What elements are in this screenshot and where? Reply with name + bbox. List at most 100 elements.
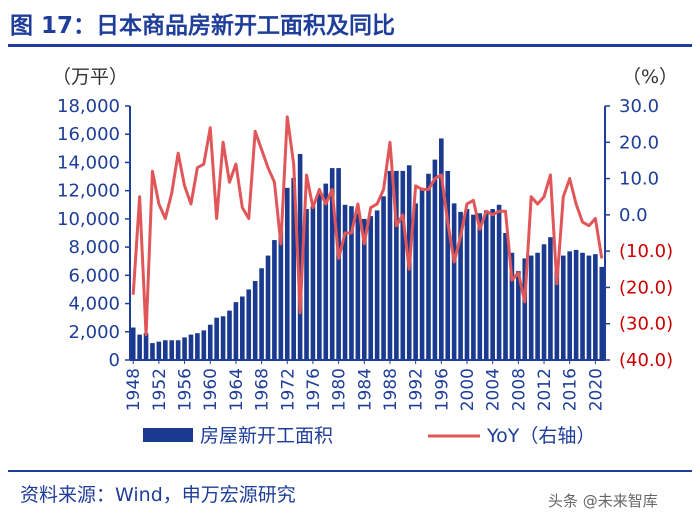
bar-1972	[284, 187, 290, 360]
bar-1978	[323, 183, 329, 360]
right-axis-unit: （%）	[622, 66, 679, 88]
right-tick-label: 30.0	[619, 96, 659, 117]
bar-2000	[464, 209, 470, 360]
bar-1986	[374, 210, 380, 360]
x-tick-label: 1992	[407, 368, 427, 411]
figure-title: 图 17：日本商品房新开工面积及同比	[10, 13, 396, 39]
bar-1949	[137, 334, 142, 360]
bar-1950	[143, 333, 149, 360]
bar-1968	[259, 268, 264, 360]
bar-2013	[548, 237, 553, 360]
bar-1954	[169, 340, 175, 360]
bar-2004	[490, 209, 495, 360]
x-axis-ticks: 1948 1952 1956 1960 1964 1968 1972 1976 1980 1984…	[124, 360, 606, 411]
x-tick-label: 1976	[304, 368, 324, 411]
bar-1969	[265, 255, 271, 360]
axes	[129, 106, 606, 361]
left-tick-label: 12,000	[57, 181, 120, 202]
x-tick-label: 1948	[124, 368, 144, 411]
x-tick-label: 1964	[227, 368, 247, 411]
bar-1987	[381, 196, 386, 360]
right-tick-label: 10.0	[619, 169, 659, 190]
bar-1958	[195, 333, 200, 360]
bar-1983	[355, 213, 361, 360]
left-tick-label: 16,000	[57, 124, 120, 145]
left-tick-label: 18,000	[57, 96, 120, 117]
bar-2010	[528, 255, 534, 360]
bar-1962	[220, 316, 226, 360]
right-tick-label: 0.0	[619, 205, 648, 226]
right-tick-label: (20.0)	[619, 277, 673, 298]
right-tick-label: (30.0)	[619, 314, 673, 335]
x-tick-label: 1956	[176, 368, 196, 411]
bar-2017	[573, 249, 579, 360]
legend-line-label: YoY（右轴）	[486, 425, 595, 447]
bar-1999	[458, 211, 463, 360]
left-tick-label: 4,000	[68, 294, 120, 315]
bar-2007	[509, 252, 515, 360]
x-tick-label: 1984	[355, 368, 375, 411]
right-tick-label: (40.0)	[619, 350, 673, 371]
bar-1984	[361, 218, 367, 360]
bar-1963	[227, 310, 232, 360]
bar-2015	[560, 255, 566, 360]
bar-2019	[586, 255, 592, 360]
x-tick-label: 2020	[586, 368, 606, 411]
watermark: 头条 @未来智库	[548, 492, 658, 510]
bar-2002	[477, 213, 483, 360]
left-tick-label: 8,000	[68, 237, 120, 258]
bar-2001	[471, 214, 476, 360]
bar-1989	[394, 170, 399, 360]
bar-1957	[188, 334, 194, 360]
right-axis-ticks: (40.0) (30.0) (20.0) (10.0) 0.0 10.0 20.0 30.0	[605, 96, 673, 371]
bar-1980	[336, 168, 341, 360]
bar-1966	[246, 289, 252, 360]
x-tick-label: 1996	[432, 368, 452, 411]
bar-1982	[349, 206, 354, 360]
bar-1959	[201, 330, 207, 360]
title-rule	[8, 44, 692, 47]
source-rule	[8, 470, 692, 472]
bar-1992	[413, 203, 418, 360]
right-tick-label: (10.0)	[619, 241, 673, 262]
bar-2003	[483, 210, 489, 360]
bar-1993	[419, 187, 425, 360]
x-tick-label: 1960	[201, 368, 221, 411]
bar-1998	[451, 203, 457, 360]
bar-1988	[387, 170, 393, 360]
x-tick-label: 2000	[458, 368, 478, 411]
yoy-line	[131, 115, 604, 337]
bar-2005	[496, 204, 502, 360]
left-tick-label: 0	[109, 350, 120, 371]
legend-bar-swatch	[143, 428, 193, 442]
bar-1964	[233, 302, 239, 360]
bar-1948	[130, 327, 136, 360]
bar-1979	[329, 168, 335, 360]
bar-1961	[214, 317, 219, 360]
bar-1952	[156, 341, 162, 360]
bar-1973	[291, 177, 296, 360]
left-tick-label: 2,000	[68, 322, 120, 343]
bar-1995	[432, 159, 438, 360]
bar-1967	[252, 280, 258, 360]
x-tick-label: 2016	[561, 368, 581, 411]
bar-1985	[368, 216, 374, 360]
bar-1953	[162, 340, 168, 360]
left-axis-unit: （万平）	[52, 66, 129, 88]
left-tick-label: 10,000	[57, 209, 120, 230]
bar-1956	[182, 337, 187, 360]
x-tick-label: 2012	[535, 368, 555, 411]
bar-1970	[272, 240, 277, 360]
bar-2006	[503, 233, 508, 360]
bar-1951	[150, 343, 155, 360]
bar-1981	[342, 204, 348, 360]
bar-2021	[599, 266, 605, 360]
left-tick-label: 6,000	[68, 265, 120, 286]
x-tick-label: 1968	[253, 368, 273, 411]
bar-1971	[278, 230, 284, 360]
bar-1997	[445, 170, 451, 360]
bar-2011	[535, 252, 540, 360]
bar-1965	[240, 296, 245, 360]
bar-1975	[304, 209, 309, 360]
legend: 房屋新开工面积 YoY（右轴）	[143, 425, 595, 447]
